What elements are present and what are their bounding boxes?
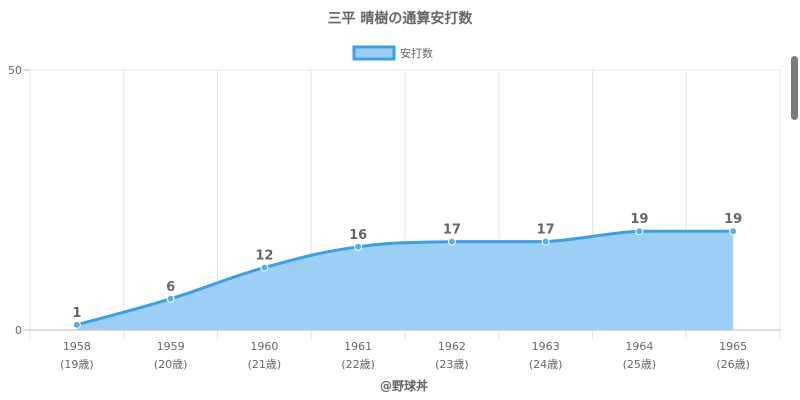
x-tick-sublabel: (19歳) bbox=[60, 358, 94, 371]
series-line bbox=[76, 229, 734, 327]
y-tick-label: 50 bbox=[8, 64, 22, 77]
legend-swatch bbox=[352, 45, 396, 61]
y-axis: 0 50 bbox=[8, 64, 30, 337]
x-tick-label: 1962 bbox=[438, 340, 466, 353]
series-area bbox=[76, 229, 734, 330]
x-tick-label: 1960 bbox=[250, 340, 278, 353]
data-label: 16 bbox=[349, 228, 367, 243]
legend: 安打数 bbox=[352, 45, 433, 61]
x-tick-label: 1963 bbox=[532, 340, 560, 353]
data-label: 17 bbox=[443, 223, 461, 238]
x-tick-label: 1961 bbox=[344, 340, 372, 353]
y-tick-label: 0 bbox=[15, 324, 22, 337]
series-area-fill bbox=[76, 231, 734, 330]
x-tick-label: 1958 bbox=[63, 340, 91, 353]
x-axis-title: @野球丼 bbox=[380, 378, 428, 393]
data-point bbox=[447, 237, 456, 246]
data-point bbox=[166, 294, 175, 303]
x-tick-label: 1965 bbox=[719, 340, 747, 353]
data-label: 6 bbox=[166, 280, 175, 295]
x-tick-sublabel: (25歳) bbox=[623, 358, 657, 371]
data-point bbox=[260, 263, 269, 272]
data-point bbox=[72, 320, 81, 329]
data-point bbox=[541, 237, 550, 246]
data-point bbox=[354, 242, 363, 251]
x-tick-sublabel: (23歳) bbox=[435, 358, 469, 371]
chart-title: 三平 晴樹の通算安打数 bbox=[328, 10, 474, 27]
x-tick-sublabel: (26歳) bbox=[716, 358, 750, 371]
data-label: 12 bbox=[255, 249, 273, 264]
data-label: 17 bbox=[537, 223, 555, 238]
x-tick-label: 1964 bbox=[625, 340, 653, 353]
data-label: 19 bbox=[630, 212, 648, 227]
data-label: 1 bbox=[72, 306, 81, 321]
data-label: 19 bbox=[724, 212, 742, 227]
legend-label: 安打数 bbox=[400, 46, 433, 60]
series-points bbox=[72, 227, 738, 329]
data-point bbox=[729, 227, 738, 236]
grid bbox=[29, 69, 781, 340]
x-tick-label: 1959 bbox=[157, 340, 185, 353]
x-tick-sublabel: (24歳) bbox=[529, 358, 563, 371]
x-axis: 1958 (19歳) 1959 (20歳) 1960 (21歳) 1961 (22歳) 1962… bbox=[30, 329, 780, 371]
x-tick-sublabel: (22歳) bbox=[341, 358, 375, 371]
x-tick-sublabel: (20歳) bbox=[154, 358, 188, 371]
data-point bbox=[635, 227, 644, 236]
x-tick-sublabel: (21歳) bbox=[248, 358, 282, 371]
scrollbar-thumb[interactable] bbox=[791, 56, 798, 120]
